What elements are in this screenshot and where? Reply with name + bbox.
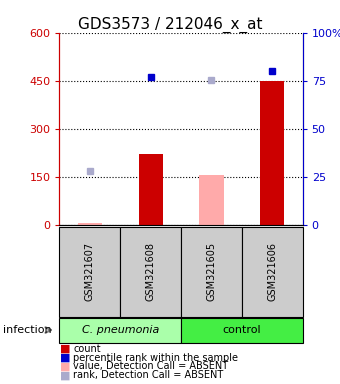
Text: rank, Detection Call = ABSENT: rank, Detection Call = ABSENT — [73, 370, 223, 380]
Bar — [199, 175, 224, 225]
Text: ■: ■ — [59, 361, 70, 371]
Text: GDS3573 / 212046_x_at: GDS3573 / 212046_x_at — [78, 17, 262, 33]
Text: GSM321606: GSM321606 — [267, 242, 277, 301]
Text: control: control — [222, 325, 261, 335]
Text: ■: ■ — [59, 370, 70, 380]
Text: GSM321608: GSM321608 — [146, 242, 156, 301]
Text: count: count — [73, 344, 101, 354]
Bar — [138, 154, 163, 225]
Bar — [260, 81, 284, 225]
Text: value, Detection Call = ABSENT: value, Detection Call = ABSENT — [73, 361, 228, 371]
Text: infection: infection — [3, 325, 52, 335]
Text: ■: ■ — [59, 353, 70, 362]
Text: C. pneumonia: C. pneumonia — [82, 325, 159, 335]
Text: GSM321605: GSM321605 — [206, 242, 217, 301]
Text: GSM321607: GSM321607 — [85, 242, 95, 301]
Bar — [78, 223, 102, 225]
Text: ■: ■ — [59, 344, 70, 354]
Text: percentile rank within the sample: percentile rank within the sample — [73, 353, 238, 362]
